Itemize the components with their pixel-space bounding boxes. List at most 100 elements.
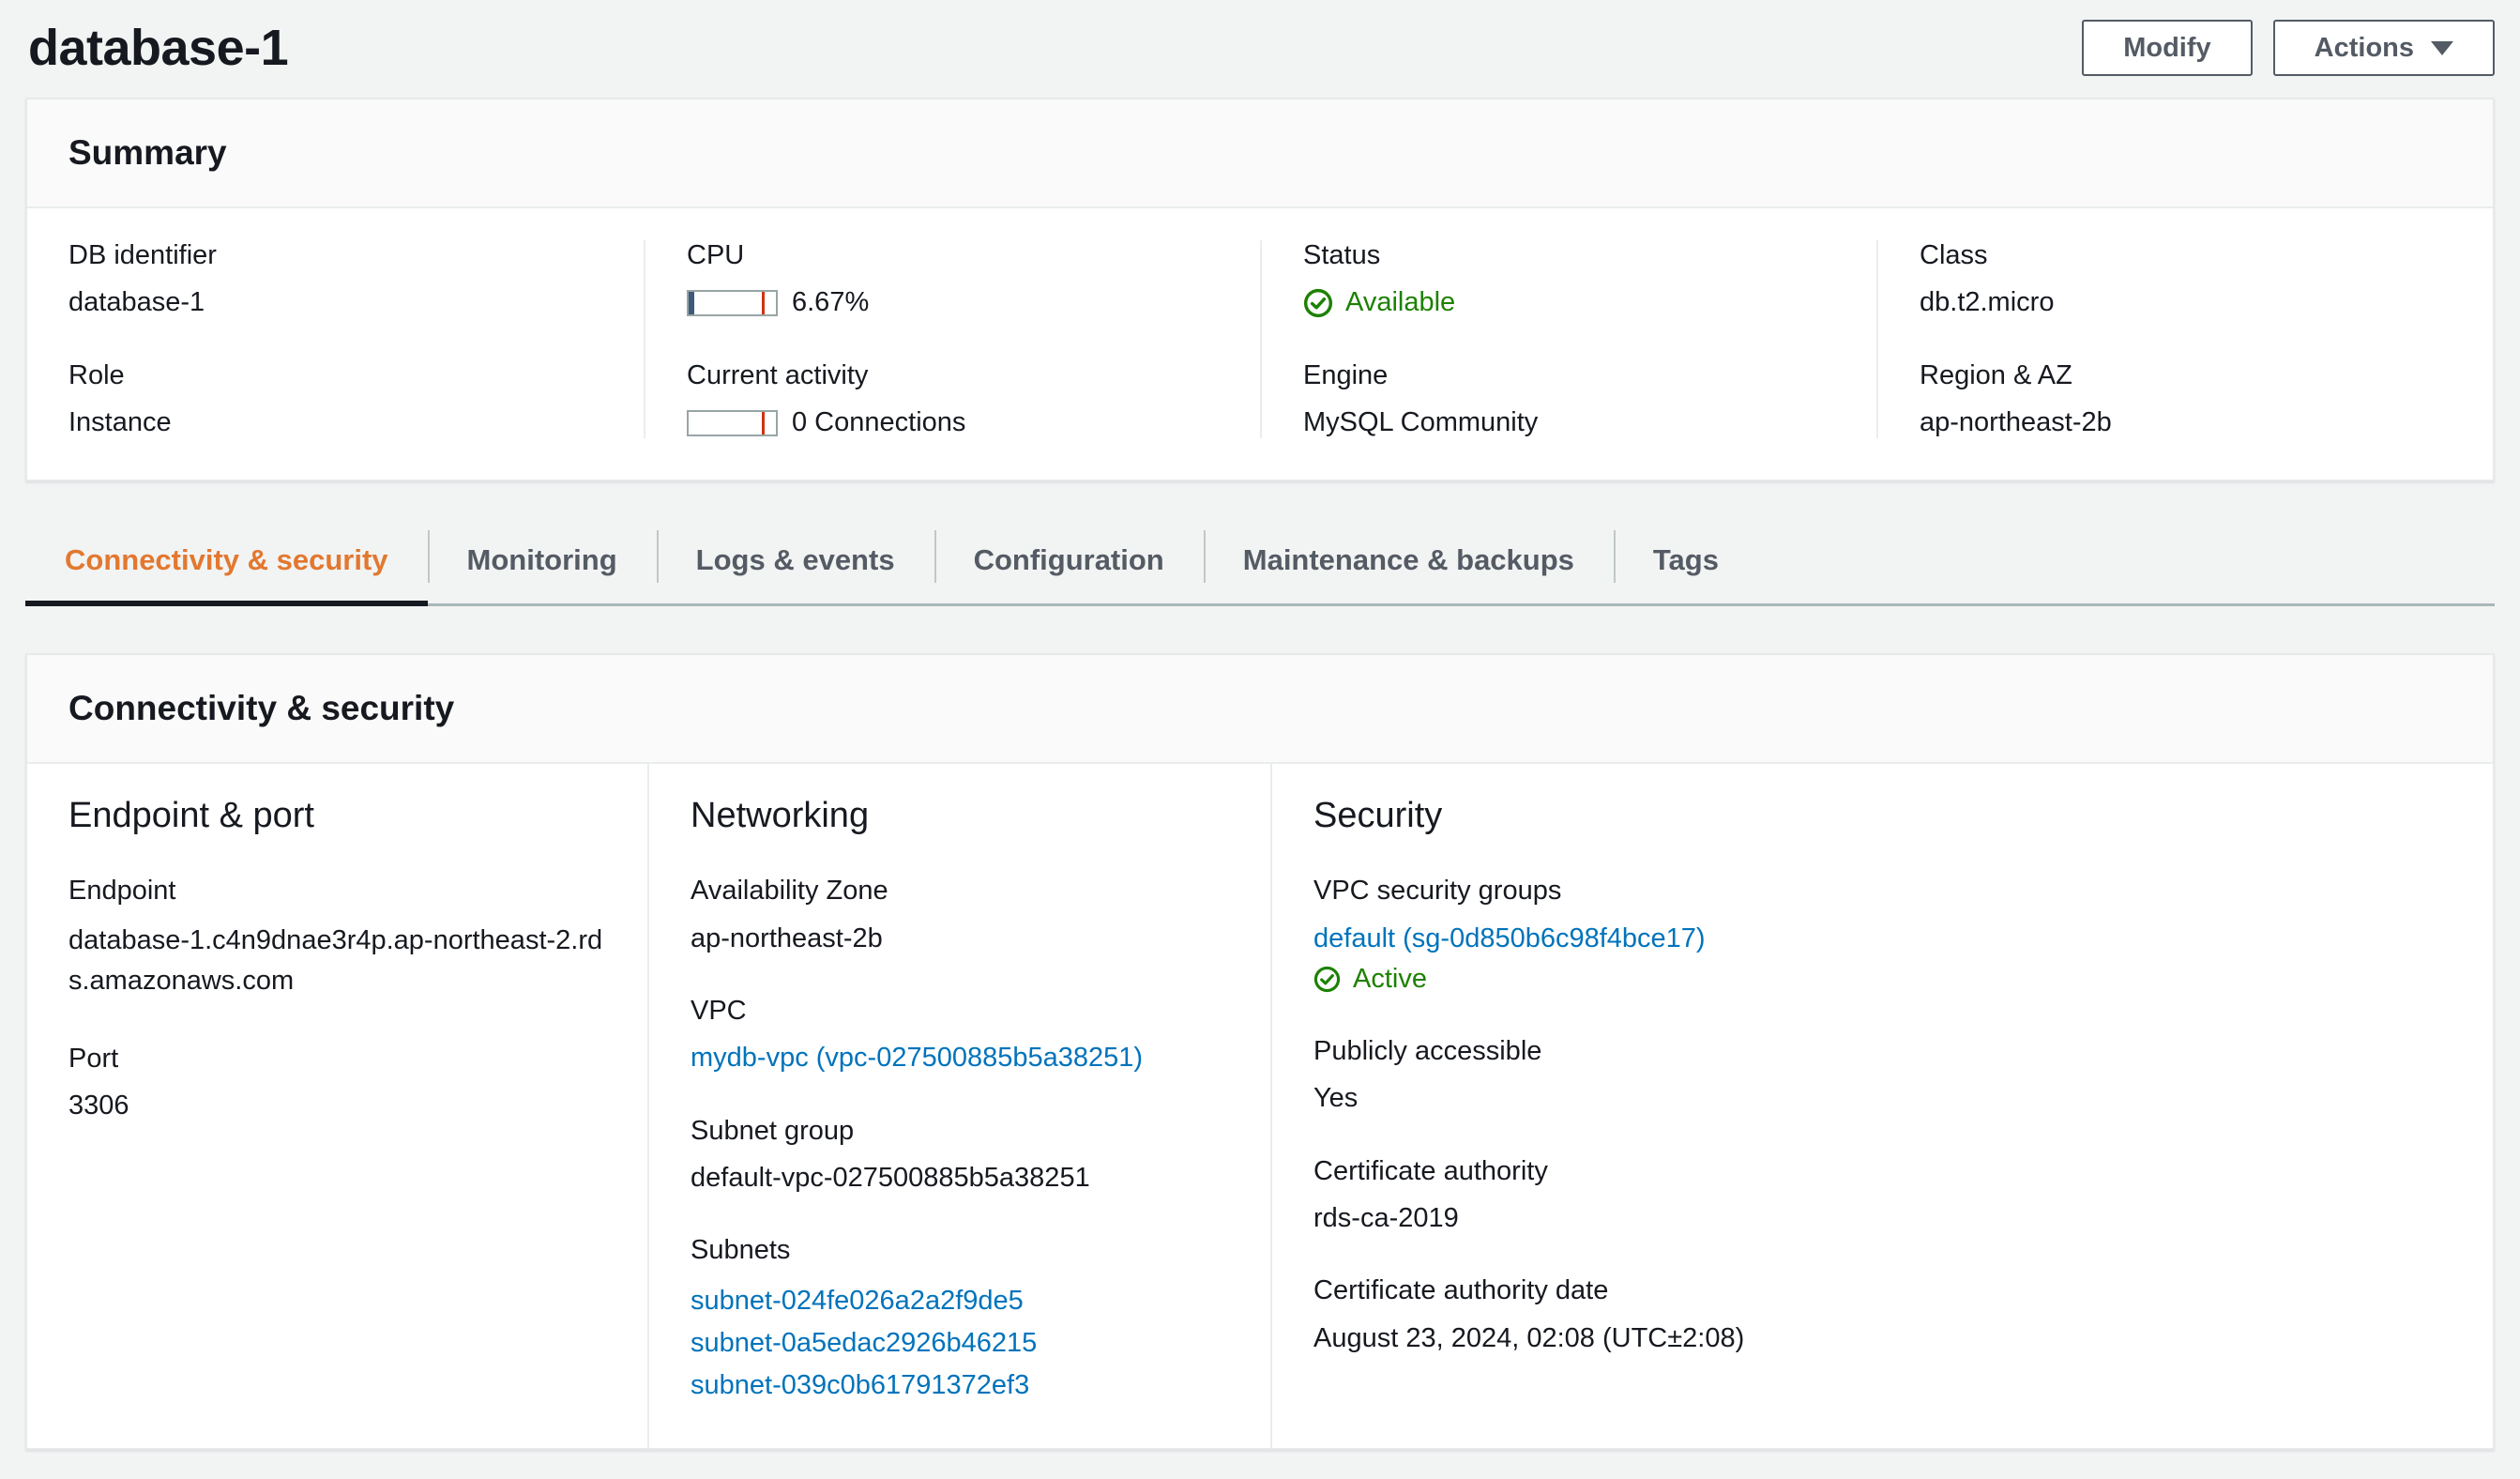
role-value: Instance [68, 407, 172, 438]
db-identifier-field: DB identifier database-1 [68, 240, 602, 319]
subnet-group-field: Subnet group default-vpc-027500885b5a382… [691, 1116, 1229, 1195]
connectivity-card-header: Connectivity & security [27, 655, 2493, 765]
cpu-field: CPU 6.67% [687, 240, 1219, 319]
availability-zone-label: Availability Zone [691, 876, 888, 907]
certificate-authority-field: Certificate authority rds-ca-2019 [1313, 1156, 2452, 1235]
region-az-field: Region & AZ ap-northeast-2b [1920, 360, 2452, 439]
subnet-link[interactable]: subnet-0a5edac2926b46215 [691, 1327, 1038, 1358]
summary-col-3: Status Available Engine MySQL Community [1260, 240, 1876, 439]
modify-button[interactable]: Modify [2082, 20, 2253, 76]
connectivity-card: Connectivity & security Endpoint & port … [25, 653, 2495, 1450]
cpu-value: 6.67% [792, 287, 870, 318]
status-label: Status [1303, 240, 1381, 270]
region-az-value: ap-northeast-2b [1920, 407, 2112, 438]
class-value: db.t2.micro [1920, 287, 2055, 318]
cpu-label: CPU [687, 240, 745, 270]
port-value: 3306 [68, 1090, 129, 1121]
subnet-link[interactable]: subnet-024fe026a2a2f9de5 [691, 1285, 1024, 1316]
check-circle-icon [1303, 288, 1333, 318]
header-actions: Modify Actions [2082, 20, 2495, 76]
publicly-accessible-field: Publicly accessible Yes [1313, 1036, 2452, 1115]
tab-maintenance-backups[interactable]: Maintenance & backups [1203, 526, 1614, 603]
status-badge: Available [1303, 287, 1835, 318]
status-value: Available [1345, 287, 1456, 318]
current-activity-alarm-marker [762, 411, 766, 435]
cpu-alarm-marker [762, 292, 766, 315]
vpc-security-groups-label: VPC security groups [1313, 876, 1562, 907]
page-title: database-1 [28, 20, 289, 76]
engine-value: MySQL Community [1303, 407, 1539, 438]
vpc-link[interactable]: mydb-vpc (vpc-027500885b5a38251) [691, 1043, 1144, 1074]
networking-section: Networking Availability Zone ap-northeas… [647, 764, 1270, 1448]
actions-button[interactable]: Actions [2272, 20, 2495, 76]
security-group-status-badge: Active [1313, 964, 2452, 995]
region-az-label: Region & AZ [1920, 359, 2072, 390]
port-label: Port [68, 1043, 119, 1074]
caret-down-icon [2431, 40, 2453, 55]
certificate-authority-label: Certificate authority [1313, 1155, 1548, 1186]
tab-monitoring[interactable]: Monitoring [427, 526, 657, 603]
summary-col-2: CPU 6.67% Current activity 0 Connec [644, 240, 1260, 439]
security-section: Security VPC security groups default (sg… [1270, 764, 2493, 1448]
vpc-field: VPC mydb-vpc (vpc-027500885b5a38251) [691, 996, 1229, 1075]
publicly-accessible-value: Yes [1313, 1083, 1359, 1114]
cpu-meter [687, 290, 778, 317]
summary-col-1: DB identifier database-1 Role Instance [27, 240, 644, 438]
subnet-link[interactable]: subnet-039c0b61791372ef3 [691, 1369, 1030, 1400]
summary-col-4: Class db.t2.micro Region & AZ ap-northea… [1876, 240, 2493, 439]
summary-card-header: Summary [27, 99, 2493, 208]
check-circle-icon [1313, 966, 1341, 993]
endpoint-port-title: Endpoint & port [68, 796, 314, 836]
certificate-authority-date-field: Certificate authority date August 23, 20… [1313, 1275, 2452, 1354]
endpoint-label: Endpoint [68, 876, 176, 907]
cpu-meter-line: 6.67% [687, 287, 1219, 318]
availability-zone-field: Availability Zone ap-northeast-2b [691, 876, 1229, 954]
endpoint-port-section: Endpoint & port Endpoint database-1.c4n9… [27, 764, 647, 1447]
tab-connectivity-security[interactable]: Connectivity & security [25, 526, 428, 607]
role-label: Role [68, 359, 125, 390]
endpoint-value: database-1.c4n9dnae3r4p.ap-northeast-2.r… [68, 924, 603, 997]
current-activity-meter-line: 0 Connections [687, 407, 1219, 438]
current-activity-field: Current activity 0 Connections [687, 360, 1219, 439]
subnets-label: Subnets [691, 1235, 791, 1266]
security-title: Security [1313, 796, 1443, 836]
class-field: Class db.t2.micro [1920, 240, 2452, 319]
subnet-group-value: default-vpc-027500885b5a38251 [691, 1163, 1090, 1194]
engine-label: Engine [1303, 359, 1389, 390]
status-field: Status Available [1303, 240, 1835, 319]
engine-field: Engine MySQL Community [1303, 360, 1835, 439]
vpc-security-groups-field: VPC security groups default (sg-0d850b6c… [1313, 876, 2452, 995]
certificate-authority-value: rds-ca-2019 [1313, 1203, 1459, 1234]
page-header: database-1 Modify Actions [0, 0, 2520, 98]
networking-title: Networking [691, 796, 870, 836]
vpc-label: VPC [691, 996, 747, 1027]
detail-tabs: Connectivity & security Monitoring Logs … [25, 526, 2495, 607]
role-field: Role Instance [68, 360, 602, 439]
subnet-group-label: Subnet group [691, 1115, 855, 1146]
availability-zone-value: ap-northeast-2b [691, 922, 883, 953]
certificate-authority-date-label: Certificate authority date [1313, 1275, 1609, 1306]
modify-button-label: Modify [2123, 32, 2211, 63]
subnets-field: Subnets subnet-024fe026a2a2f9de5 subnet-… [691, 1235, 1229, 1406]
tab-configuration[interactable]: Configuration [934, 526, 1204, 603]
certificate-authority-date-value: August 23, 2024, 02:08 (UTC±2:08) [1313, 1322, 1745, 1353]
connectivity-grid: Endpoint & port Endpoint database-1.c4n9… [27, 764, 2493, 1448]
summary-title: Summary [68, 133, 227, 172]
subnet-list: subnet-024fe026a2a2f9de5 subnet-0a5edac2… [691, 1280, 1229, 1407]
security-group-status: Active [1353, 964, 1427, 995]
endpoint-field: Endpoint database-1.c4n9dnae3r4p.ap-nort… [68, 876, 606, 1001]
summary-card: Summary DB identifier database-1 Role In… [25, 98, 2495, 482]
connectivity-title: Connectivity & security [68, 689, 455, 728]
security-group-link[interactable]: default (sg-0d850b6c98f4bce17) [1313, 922, 1706, 953]
class-label: Class [1920, 240, 1988, 270]
actions-button-label: Actions [2314, 32, 2414, 63]
cpu-meter-fill [689, 292, 695, 315]
current-activity-value: 0 Connections [792, 407, 966, 438]
summary-grid: DB identifier database-1 Role Instance C… [27, 208, 2493, 480]
current-activity-label: Current activity [687, 359, 869, 390]
tab-logs-events[interactable]: Logs & events [656, 526, 934, 603]
publicly-accessible-label: Publicly accessible [1313, 1036, 1542, 1067]
port-field: Port 3306 [68, 1044, 606, 1122]
tab-tags[interactable]: Tags [1613, 526, 1758, 603]
db-identifier-label: DB identifier [68, 240, 217, 270]
